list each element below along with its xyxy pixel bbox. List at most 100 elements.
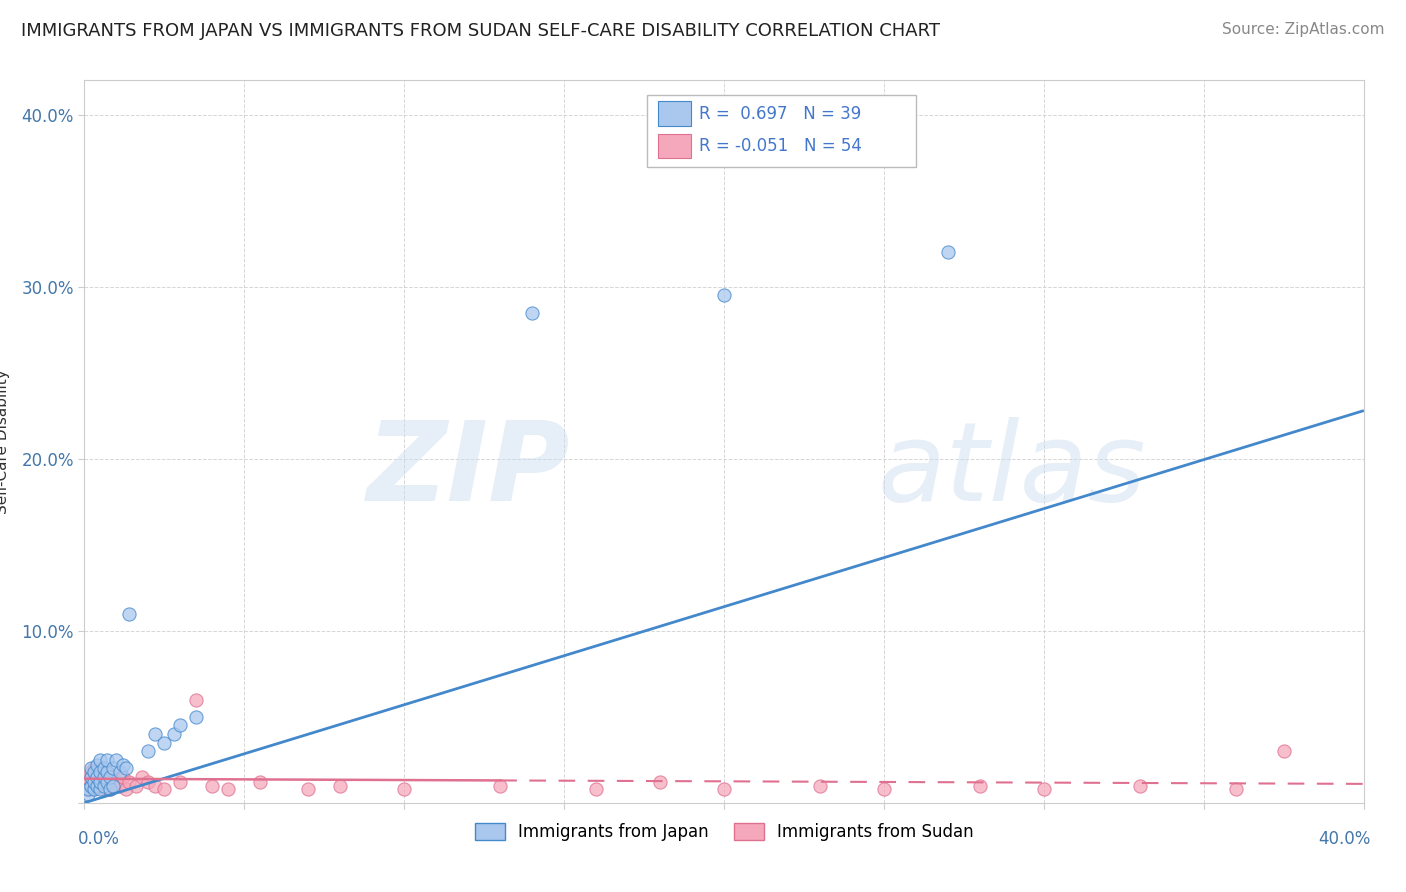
- Point: [111, 770, 134, 784]
- Point: [163, 727, 186, 741]
- Point: [89, 779, 111, 793]
- Text: atlas: atlas: [877, 417, 1146, 524]
- Point: [153, 782, 176, 797]
- Text: Source: ZipAtlas.com: Source: ZipAtlas.com: [1222, 22, 1385, 37]
- Point: [808, 779, 831, 793]
- Point: [89, 782, 111, 797]
- Point: [86, 770, 108, 784]
- Legend: Immigrants from Japan, Immigrants from Sudan: Immigrants from Japan, Immigrants from S…: [475, 823, 973, 841]
- Point: [522, 305, 544, 319]
- Point: [76, 775, 98, 789]
- Point: [89, 761, 111, 775]
- Point: [108, 764, 131, 779]
- Point: [1225, 782, 1247, 797]
- Point: [713, 782, 735, 797]
- Point: [96, 764, 118, 779]
- Point: [80, 770, 103, 784]
- Point: [93, 779, 115, 793]
- Point: [201, 779, 224, 793]
- Point: [86, 779, 108, 793]
- Point: [83, 775, 105, 789]
- Point: [83, 764, 105, 779]
- Text: IMMIGRANTS FROM JAPAN VS IMMIGRANTS FROM SUDAN SELF-CARE DISABILITY CORRELATION : IMMIGRANTS FROM JAPAN VS IMMIGRANTS FROM…: [21, 22, 941, 40]
- Point: [98, 770, 121, 784]
- Point: [153, 735, 176, 749]
- Point: [80, 770, 103, 784]
- Point: [186, 710, 208, 724]
- Point: [101, 761, 124, 775]
- Point: [115, 782, 138, 797]
- FancyBboxPatch shape: [647, 95, 917, 167]
- Point: [86, 764, 108, 779]
- Point: [143, 727, 166, 741]
- Text: 0.0%: 0.0%: [77, 830, 120, 848]
- Point: [86, 770, 108, 784]
- Point: [98, 775, 121, 789]
- Point: [131, 770, 153, 784]
- Point: [138, 775, 160, 789]
- Point: [118, 775, 141, 789]
- FancyBboxPatch shape: [658, 101, 690, 126]
- Point: [80, 764, 103, 779]
- Text: 40.0%: 40.0%: [1317, 830, 1371, 848]
- Point: [1129, 779, 1152, 793]
- Point: [118, 607, 141, 621]
- Point: [186, 692, 208, 706]
- Point: [101, 770, 124, 784]
- Point: [83, 782, 105, 797]
- Point: [111, 758, 134, 772]
- Text: R = -0.051   N = 54: R = -0.051 N = 54: [699, 137, 862, 155]
- Point: [217, 782, 239, 797]
- Point: [76, 782, 98, 797]
- Point: [585, 782, 607, 797]
- Point: [101, 779, 124, 793]
- Point: [124, 779, 146, 793]
- Point: [489, 779, 512, 793]
- Point: [169, 775, 191, 789]
- Point: [873, 782, 896, 797]
- Point: [86, 758, 108, 772]
- Point: [329, 779, 352, 793]
- Point: [83, 761, 105, 775]
- FancyBboxPatch shape: [658, 134, 690, 158]
- Y-axis label: Self-Care Disability: Self-Care Disability: [0, 369, 10, 514]
- Point: [93, 770, 115, 784]
- Point: [138, 744, 160, 758]
- Point: [169, 718, 191, 732]
- Point: [93, 775, 115, 789]
- Point: [297, 782, 319, 797]
- Point: [80, 779, 103, 793]
- Point: [105, 775, 128, 789]
- Point: [86, 779, 108, 793]
- Point: [713, 288, 735, 302]
- Point: [969, 779, 991, 793]
- Point: [80, 779, 103, 793]
- Point: [143, 779, 166, 793]
- Point: [89, 764, 111, 779]
- Point: [93, 761, 115, 775]
- Point: [96, 753, 118, 767]
- Point: [648, 775, 672, 789]
- Point: [89, 775, 111, 789]
- Point: [98, 782, 121, 797]
- Point: [89, 770, 111, 784]
- Point: [83, 782, 105, 797]
- Point: [101, 779, 124, 793]
- Point: [76, 787, 98, 801]
- Point: [115, 761, 138, 775]
- Point: [93, 770, 115, 784]
- Point: [249, 775, 271, 789]
- Point: [105, 753, 128, 767]
- Point: [96, 775, 118, 789]
- Point: [80, 761, 103, 775]
- Point: [1032, 782, 1054, 797]
- Point: [89, 753, 111, 767]
- Point: [76, 782, 98, 797]
- Point: [936, 245, 959, 260]
- Text: ZIP: ZIP: [367, 417, 571, 524]
- Point: [96, 779, 118, 793]
- Point: [93, 782, 115, 797]
- Text: R =  0.697   N = 39: R = 0.697 N = 39: [699, 104, 860, 122]
- Point: [394, 782, 416, 797]
- Point: [1272, 744, 1295, 758]
